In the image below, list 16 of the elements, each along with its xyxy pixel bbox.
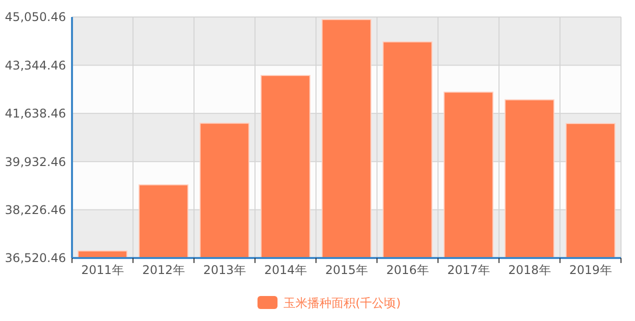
x-tick-label: 2018年 xyxy=(508,263,551,277)
x-tick-label: 2014年 xyxy=(264,263,307,277)
x-tick-label: 2017年 xyxy=(447,263,490,277)
x-tick-label: 2011年 xyxy=(81,263,124,277)
x-tick-label: 2013年 xyxy=(203,263,246,277)
y-tick-label: 39,932.46 xyxy=(4,154,66,169)
y-tick-label: 43,344.46 xyxy=(4,58,66,72)
x-tick-label: 2016年 xyxy=(386,263,429,277)
text: 玉米播种面积(千公顷) xyxy=(284,296,401,310)
y-tick-label: 38,226.46 xyxy=(4,203,66,217)
x-tick-label: 2012年 xyxy=(142,263,185,277)
x-tick-label: 2015年 xyxy=(325,263,368,277)
y-tick-label: 41,638.46 xyxy=(4,106,66,121)
y-tick-label: 45,050.46 xyxy=(4,10,66,24)
x-tick-label: 2019年 xyxy=(569,263,612,277)
y-tick-label: 36,520.46 xyxy=(4,251,66,266)
